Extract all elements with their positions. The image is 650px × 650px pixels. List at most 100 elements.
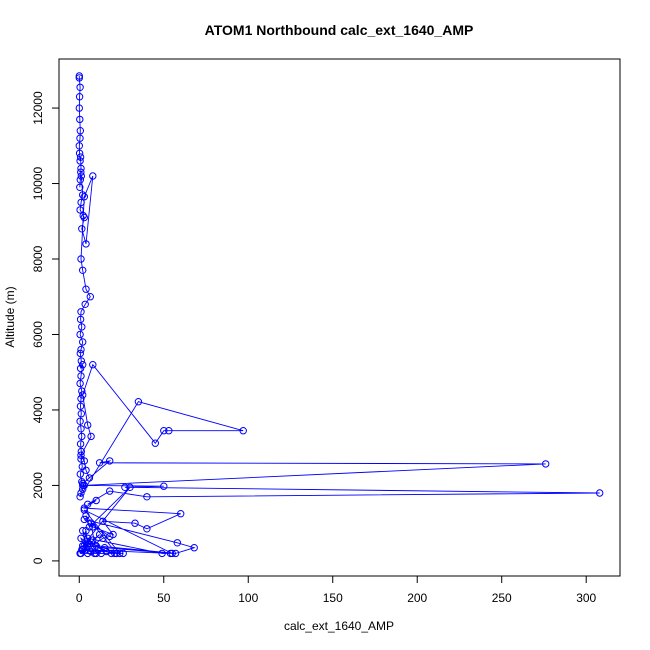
data-point (80, 504, 89, 512)
data-point (78, 323, 86, 331)
x-tick-label: 100 (238, 591, 258, 605)
data-point (76, 127, 85, 135)
data-point (76, 183, 84, 192)
data-point (100, 544, 109, 552)
data-point (79, 481, 87, 490)
data-point (78, 387, 86, 395)
data-point (76, 206, 84, 214)
data-point (76, 364, 85, 373)
data-point (80, 457, 89, 465)
data-point (89, 172, 97, 180)
series-line (78, 76, 600, 555)
data-point (177, 510, 185, 518)
data-point (76, 470, 85, 478)
data-point (596, 489, 604, 497)
data-point (87, 519, 95, 527)
data-point (92, 549, 100, 558)
data-point (121, 483, 129, 491)
data-point (126, 483, 134, 491)
data-point (89, 361, 97, 369)
x-tick-label: 50 (157, 591, 171, 605)
data-point (76, 157, 84, 165)
data-point (80, 193, 89, 201)
y-tick-label: 10000 (31, 167, 45, 201)
plot-frame (58, 58, 621, 577)
data-point (84, 540, 92, 548)
data-point (89, 536, 97, 544)
data-point (160, 482, 168, 490)
data-point (82, 527, 90, 535)
data-point (77, 255, 85, 263)
data-point (79, 338, 87, 346)
data-point (75, 142, 84, 150)
data-point (542, 460, 550, 468)
data-point (89, 523, 97, 531)
data-point (75, 72, 84, 80)
data-point (158, 549, 166, 558)
x-tick-label: 250 (492, 591, 512, 605)
x-tick-label: 150 (323, 591, 343, 605)
data-point (173, 539, 182, 547)
data-point (85, 474, 94, 482)
data-point (99, 534, 107, 542)
data-point (106, 532, 114, 541)
y-tick-label: 4000 (31, 396, 45, 423)
data-point (116, 549, 124, 558)
data-point (77, 534, 85, 542)
data-point (171, 549, 180, 558)
data-point (76, 349, 85, 358)
data-point (80, 506, 89, 514)
data-point (92, 542, 100, 550)
data-point (76, 493, 84, 501)
data-point (77, 489, 85, 497)
data-point (80, 515, 89, 524)
data-point (76, 115, 84, 124)
data-point (79, 361, 87, 369)
data-point (76, 417, 84, 425)
data-point (77, 372, 85, 380)
x-tick-label: 0 (76, 591, 83, 605)
x-tick-label: 200 (407, 591, 427, 605)
data-point (190, 544, 198, 552)
data-point (107, 549, 116, 558)
series-lines (78, 76, 600, 555)
data-point (82, 240, 90, 248)
series-points (75, 72, 604, 558)
data-point (76, 330, 84, 339)
data-point (84, 421, 92, 429)
data-point (79, 542, 87, 550)
data-point (76, 134, 84, 142)
y-tick-label: 0 (31, 557, 45, 564)
data-point (77, 357, 86, 365)
x-tick-label: 300 (576, 591, 596, 605)
data-point (165, 427, 173, 435)
data-point (77, 410, 86, 418)
data-point (76, 402, 85, 410)
y-tick-label: 8000 (31, 245, 45, 272)
data-point (78, 225, 86, 233)
data-point (77, 394, 85, 403)
data-point (79, 391, 87, 399)
data-point (79, 191, 87, 199)
data-point (143, 525, 151, 533)
data-point (134, 398, 143, 406)
data-point (77, 198, 85, 207)
data-point (79, 545, 87, 554)
data-point (106, 487, 114, 495)
data-point (102, 547, 111, 556)
data-point (79, 211, 87, 220)
data-point (77, 172, 86, 180)
data-point (82, 466, 90, 474)
y-tick-label: 12000 (31, 91, 45, 125)
data-point (79, 485, 87, 493)
data-point (76, 176, 85, 184)
data-point (77, 451, 85, 459)
data-point (75, 93, 84, 101)
data-point (77, 447, 86, 456)
data-point (87, 432, 95, 441)
data-point (131, 519, 139, 527)
data-point (76, 83, 84, 92)
data-point (75, 74, 84, 82)
data-point (76, 379, 84, 388)
